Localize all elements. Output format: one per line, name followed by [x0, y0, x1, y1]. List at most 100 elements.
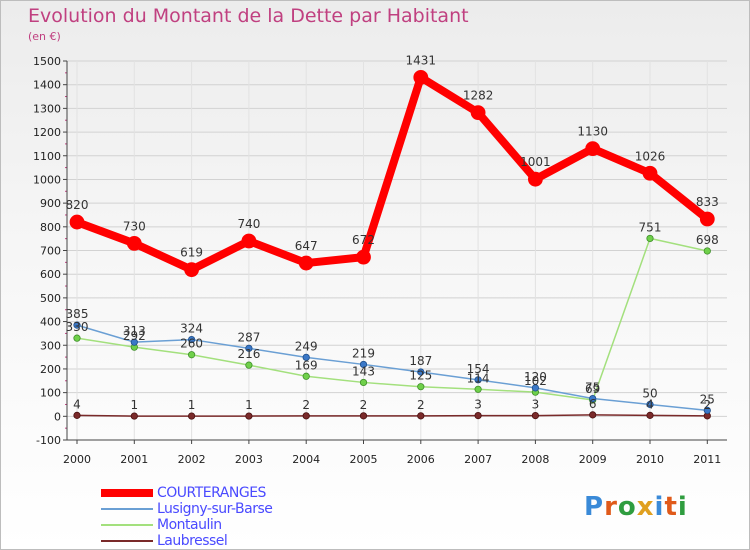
- data-label-lusigny-sur-barse: 385: [66, 307, 89, 321]
- data-point-laubressel: [417, 412, 425, 420]
- data-point-courteranges: [528, 171, 543, 187]
- data-label-courteranges: 1431: [406, 53, 437, 67]
- data-point-lusigny-sur-barse: [245, 344, 253, 352]
- y-tick-label: 1200: [33, 126, 61, 139]
- data-point-lusigny-sur-barse: [589, 394, 597, 403]
- data-point-laubressel: [130, 412, 138, 420]
- data-label-laubressel: 6: [589, 397, 597, 411]
- data-label-montaulin: 143: [352, 364, 375, 378]
- data-point-laubressel: [245, 412, 253, 420]
- data-label-lusigny-sur-barse: 287: [237, 330, 260, 344]
- data-point-montaulin: [474, 385, 482, 393]
- x-tick-label: 2008: [521, 453, 549, 466]
- data-point-lusigny-sur-barse: [474, 376, 482, 384]
- y-tick-label: 300: [40, 339, 61, 352]
- legend-swatch-lusigny-sur-barse: [101, 508, 153, 510]
- data-point-montaulin: [703, 247, 711, 255]
- data-point-lusigny-sur-barse: [73, 321, 81, 329]
- x-tick-label: 2006: [407, 453, 435, 466]
- logo-letter: o: [617, 492, 637, 522]
- x-tick-label: 2000: [63, 453, 91, 466]
- logo-letter: P: [584, 492, 605, 522]
- x-tick-label: 2009: [579, 453, 607, 466]
- data-label-montaulin: 169: [295, 358, 318, 372]
- data-label-lusigny-sur-barse: 187: [409, 354, 432, 368]
- data-label-lusigny-sur-barse: 50: [642, 386, 657, 400]
- data-label-courteranges: 740: [237, 217, 260, 231]
- data-point-courteranges: [298, 255, 314, 271]
- data-label-laubressel: 2: [302, 398, 310, 412]
- data-label-montaulin: 751: [639, 220, 662, 234]
- data-label-montaulin: 102: [524, 374, 547, 388]
- y-tick-label: 200: [40, 363, 61, 376]
- y-tick-label: 0: [54, 410, 61, 423]
- data-label-courteranges: 1282: [463, 89, 494, 103]
- proxiti-logo: Proxiti: [584, 492, 688, 522]
- y-tick-label: 400: [40, 316, 61, 329]
- data-label-lusigny-sur-barse: 249: [295, 339, 318, 353]
- legend-swatch-courteranges: [101, 489, 153, 497]
- data-label-lusigny-sur-barse: 154: [467, 362, 490, 376]
- data-point-lusigny-sur-barse: [359, 360, 368, 369]
- data-point-courteranges: [642, 165, 658, 181]
- legend-swatch-laubressel: [101, 540, 153, 542]
- data-label-lusigny-sur-barse: 75: [585, 381, 600, 395]
- data-point-laubressel: [73, 411, 81, 419]
- x-tick-label: 2010: [636, 453, 664, 466]
- chart-subtitle: (en €): [28, 30, 61, 43]
- data-label-laubressel: 4: [646, 397, 654, 411]
- data-label-montaulin: 216: [237, 347, 260, 361]
- data-label-courteranges: 820: [66, 198, 89, 212]
- data-point-laubressel: [589, 411, 597, 419]
- series-line-lusigny-sur-barse: [76, 324, 708, 412]
- logo-letter: i: [654, 492, 665, 522]
- data-label-laubressel: 4: [73, 397, 81, 411]
- data-point-lusigny-sur-barse: [417, 368, 425, 376]
- data-point-lusigny-sur-barse: [531, 384, 540, 392]
- legend-label-montaulin: Montaulin: [157, 517, 222, 533]
- data-point-montaulin: [73, 334, 81, 342]
- data-point-montaulin: [188, 351, 196, 359]
- y-tick-label: 1100: [33, 150, 61, 163]
- data-label-laubressel: 2: [360, 398, 368, 412]
- y-tick-label: 1500: [33, 55, 61, 68]
- data-label-montaulin: 698: [696, 233, 719, 247]
- series-line-montaulin: [76, 237, 708, 401]
- data-label-courteranges: 1026: [635, 149, 666, 163]
- data-label-lusigny-sur-barse: 25: [700, 392, 715, 406]
- x-tick-label: 2001: [120, 453, 148, 466]
- data-label-courteranges: 833: [696, 195, 719, 209]
- data-point-courteranges: [470, 105, 486, 121]
- data-point-montaulin: [302, 372, 310, 380]
- data-label-laubressel: 1: [130, 398, 138, 412]
- x-tick-label: 2007: [464, 453, 492, 466]
- data-label-montaulin: 125: [409, 369, 432, 383]
- y-tick-label: 1400: [33, 79, 61, 92]
- data-label-courteranges: 730: [123, 219, 146, 233]
- data-point-laubressel: [646, 411, 654, 419]
- data-label-laubressel: 3: [532, 398, 540, 412]
- data-label-lusigny-sur-barse: 120: [524, 370, 547, 384]
- data-label-lusigny-sur-barse: 219: [352, 346, 375, 360]
- data-point-lusigny-sur-barse: [188, 335, 196, 344]
- data-point-laubressel: [474, 412, 482, 420]
- data-point-montaulin: [417, 383, 425, 391]
- data-point-laubressel: [359, 412, 368, 420]
- x-tick-label: 2004: [292, 453, 320, 466]
- logo-letter: i: [677, 492, 688, 522]
- data-label-laubressel: 2: [703, 398, 711, 412]
- data-label-lusigny-sur-barse: 313: [123, 324, 146, 338]
- logo-letter: x: [636, 492, 655, 522]
- data-label-montaulin: 114: [467, 371, 490, 385]
- y-tick-label: 1300: [33, 102, 61, 115]
- data-point-courteranges: [241, 233, 257, 249]
- data-point-courteranges: [699, 211, 715, 227]
- data-point-courteranges: [356, 249, 371, 265]
- data-point-montaulin: [359, 378, 368, 387]
- logo-letter: r: [604, 492, 618, 522]
- legend-swatch-montaulin: [101, 524, 153, 526]
- legend-label-laubressel: Laubressel: [157, 533, 228, 549]
- data-label-courteranges: 647: [295, 239, 318, 253]
- data-point-courteranges: [126, 235, 142, 251]
- data-label-courteranges: 672: [352, 233, 375, 247]
